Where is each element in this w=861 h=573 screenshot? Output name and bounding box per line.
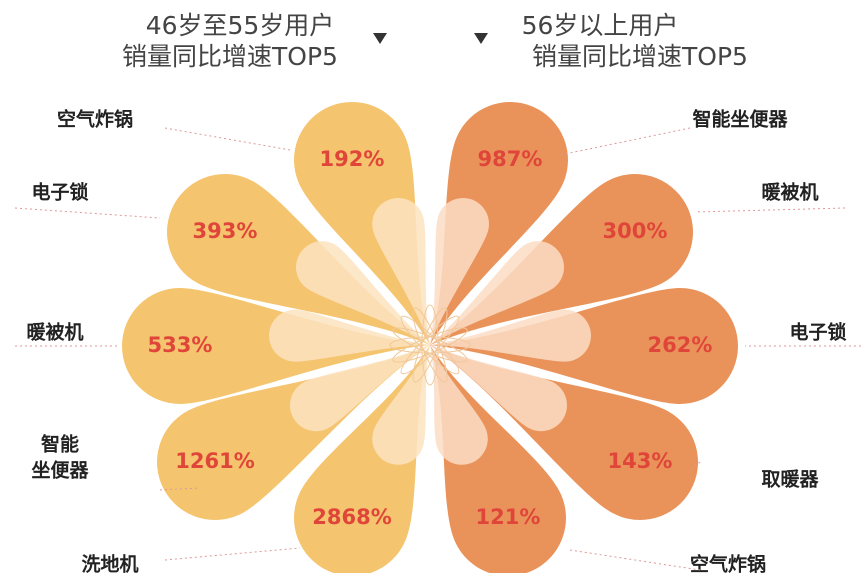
leader-line [559,127,691,156]
leader-line [694,207,846,213]
leader-line [159,487,201,491]
center-ornament [412,307,448,383]
value-label: 262% [648,333,713,357]
petal [295,241,430,345]
item-label: 智能坐便器 [692,108,788,131]
center-ornament [421,304,439,386]
section-title: 56岁以上用户 [522,11,679,40]
petal [430,102,568,345]
leader-line [569,549,701,571]
leader-line [14,207,161,219]
petal [290,345,430,432]
petals [122,102,738,573]
texts: 46岁至55岁用户销量同比增速TOP5192%空气炸锅393%电子锁533%暖被… [14,11,861,573]
center-ornament [412,307,448,383]
petal [430,309,591,362]
center-ornament [400,315,460,375]
petal [430,345,567,432]
leader-line [164,127,291,151]
petal [294,102,430,345]
center-ornament [400,315,460,375]
item-label: 暖被机 [761,181,818,204]
item-label: 坐便器 [31,460,89,482]
item-label: 洗地机 [81,553,138,573]
item-label: 电子锁 [789,321,846,344]
center-ornament [392,327,468,363]
value-label: 192% [320,147,385,171]
marker [373,33,387,44]
item-label: 空气炸锅 [690,553,766,573]
petal [430,345,488,465]
item-label: 暖被机 [26,321,83,344]
leader-line [689,461,701,471]
value-label: 533% [148,333,213,357]
value-label: 121% [476,505,541,529]
center-ornament [389,336,471,354]
item-label: 取暖器 [761,468,819,491]
petal [372,345,430,465]
value-label: 1261% [175,449,255,473]
leader-line [164,547,301,561]
section-title: 销量同比增速TOP5 [532,42,748,71]
petal [269,309,430,362]
value-label: 987% [478,147,543,171]
value-label: 143% [608,449,673,473]
item-label: 空气炸锅 [57,108,133,131]
value-label: 2868% [312,505,392,529]
item-label: 智能 [41,433,79,456]
value-label: 300% [603,219,668,243]
section-title: 46岁至55岁用户 [146,11,335,40]
petal [430,241,565,345]
marker [474,33,488,44]
item-label: 电子锁 [31,181,88,204]
section-title: 销量同比增速TOP5 [122,42,338,71]
center-ornament [392,327,468,363]
value-label: 393% [193,219,258,243]
